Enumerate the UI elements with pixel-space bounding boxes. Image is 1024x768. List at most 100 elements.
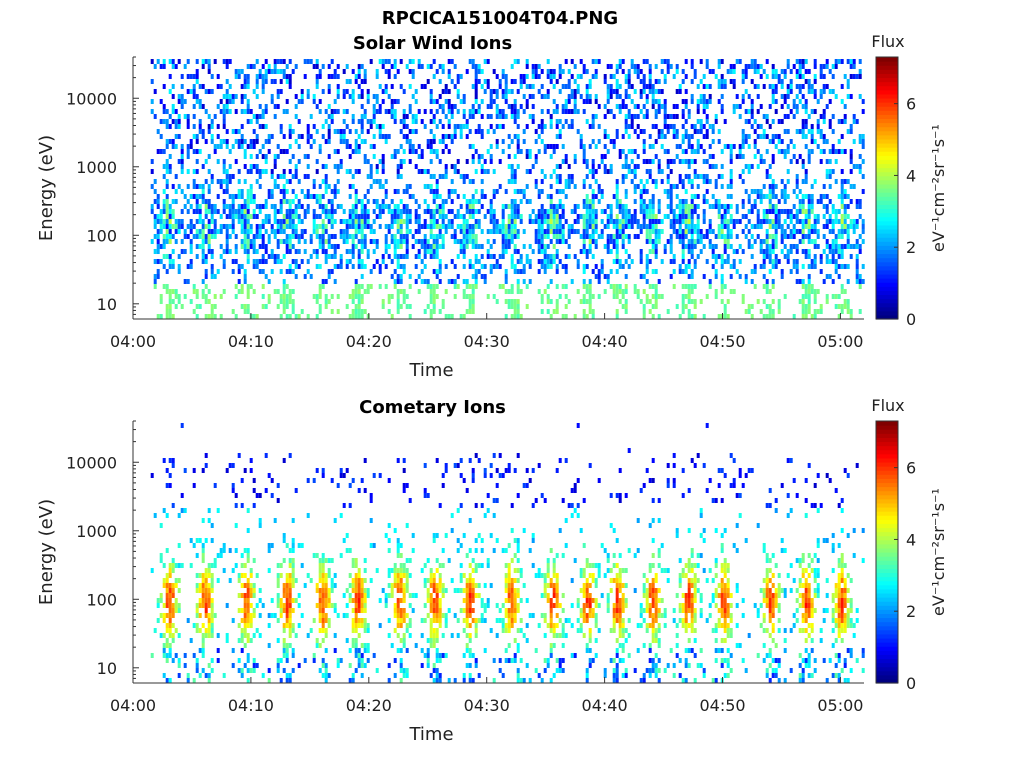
flux-cell — [795, 69, 799, 74]
flux-cell — [255, 114, 259, 119]
flux-cell — [549, 279, 553, 284]
flux-cell — [777, 199, 781, 204]
flux-cell — [690, 289, 694, 294]
flux-cell — [705, 84, 709, 89]
flux-cell — [774, 244, 778, 249]
flux-cell — [522, 189, 526, 194]
flux-cell — [504, 269, 508, 274]
flux-cell — [366, 129, 370, 134]
flux-cell — [684, 119, 688, 124]
flux-cell — [510, 114, 514, 119]
flux-cell — [168, 219, 172, 224]
flux-cell — [168, 483, 172, 488]
flux-cell — [261, 89, 265, 94]
flux-cell — [195, 139, 199, 144]
flux-cell — [426, 284, 430, 289]
flux-cell — [708, 124, 712, 129]
flux-cell — [210, 623, 214, 628]
flux-cell — [402, 89, 406, 94]
flux-cell — [705, 114, 709, 119]
flux-cell — [786, 129, 790, 134]
flux-cell — [498, 224, 502, 229]
flux-cell — [252, 314, 256, 319]
flux-cell — [426, 279, 430, 284]
flux-cell — [465, 224, 469, 229]
flux-cell — [435, 274, 439, 279]
flux-cell — [429, 94, 433, 99]
flux-cell — [456, 284, 460, 289]
flux-cell — [162, 648, 166, 653]
flux-cell — [330, 209, 334, 214]
flux-cell — [399, 219, 403, 224]
flux-cell — [510, 214, 514, 219]
flux-cell — [288, 214, 292, 219]
colorbar-step — [876, 134, 898, 140]
flux-cell — [801, 164, 805, 169]
x-tick-label: 04:40 — [582, 332, 628, 351]
flux-cell — [645, 279, 649, 284]
flux-cell — [354, 244, 358, 249]
flux-cell — [801, 194, 805, 199]
flux-cell — [765, 74, 769, 79]
flux-cell — [264, 304, 268, 309]
flux-cell — [192, 104, 196, 109]
flux-cell — [813, 109, 817, 114]
flux-cell — [564, 219, 568, 224]
flux-cell — [285, 214, 289, 219]
flux-cell — [714, 184, 718, 189]
colorbar-step — [876, 290, 898, 296]
flux-cell — [669, 209, 673, 214]
flux-cell — [249, 109, 253, 114]
flux-cell — [678, 314, 682, 319]
flux-cell — [804, 104, 808, 109]
flux-cell — [690, 184, 694, 189]
flux-cell — [408, 284, 412, 289]
flux-cell — [318, 194, 322, 199]
flux-cell — [540, 239, 544, 244]
flux-cell — [198, 194, 202, 199]
flux-cell — [474, 69, 478, 74]
flux-cell — [447, 279, 451, 284]
flux-cell — [252, 164, 256, 169]
flux-cell — [435, 219, 439, 224]
flux-cell — [228, 84, 232, 89]
flux-cell — [612, 194, 616, 199]
flux-cell — [618, 299, 622, 304]
flux-cell — [282, 184, 286, 189]
flux-cell — [255, 139, 259, 144]
flux-cell — [432, 239, 436, 244]
flux-cell — [171, 638, 175, 643]
flux-cell — [801, 119, 805, 124]
flux-cell — [708, 219, 712, 224]
flux-cell — [354, 234, 358, 239]
flux-cell — [630, 159, 634, 164]
flux-cell — [207, 244, 211, 249]
flux-cell — [849, 124, 853, 129]
flux-cell — [318, 109, 322, 114]
flux-cell — [618, 234, 622, 239]
flux-cell — [240, 99, 244, 104]
flux-cell — [237, 74, 241, 79]
flux-cell — [198, 219, 202, 224]
flux-cell — [165, 234, 169, 239]
flux-cell — [825, 169, 829, 174]
flux-cell — [582, 294, 586, 299]
flux-cell — [423, 209, 427, 214]
flux-cell — [837, 304, 841, 309]
flux-cell — [342, 109, 346, 114]
flux-cell — [660, 59, 664, 64]
flux-cell — [759, 194, 763, 199]
flux-cell — [630, 169, 634, 174]
flux-cell — [627, 114, 631, 119]
flux-cell — [213, 234, 217, 239]
flux-cell — [201, 199, 205, 204]
flux-cell — [687, 134, 691, 139]
flux-cell — [225, 189, 229, 194]
flux-cell — [690, 199, 694, 204]
flux-cell — [630, 64, 634, 69]
flux-cell — [297, 159, 301, 164]
flux-cell — [855, 239, 859, 244]
flux-cell — [798, 59, 802, 64]
flux-cell — [201, 59, 205, 64]
flux-cell — [348, 259, 352, 264]
